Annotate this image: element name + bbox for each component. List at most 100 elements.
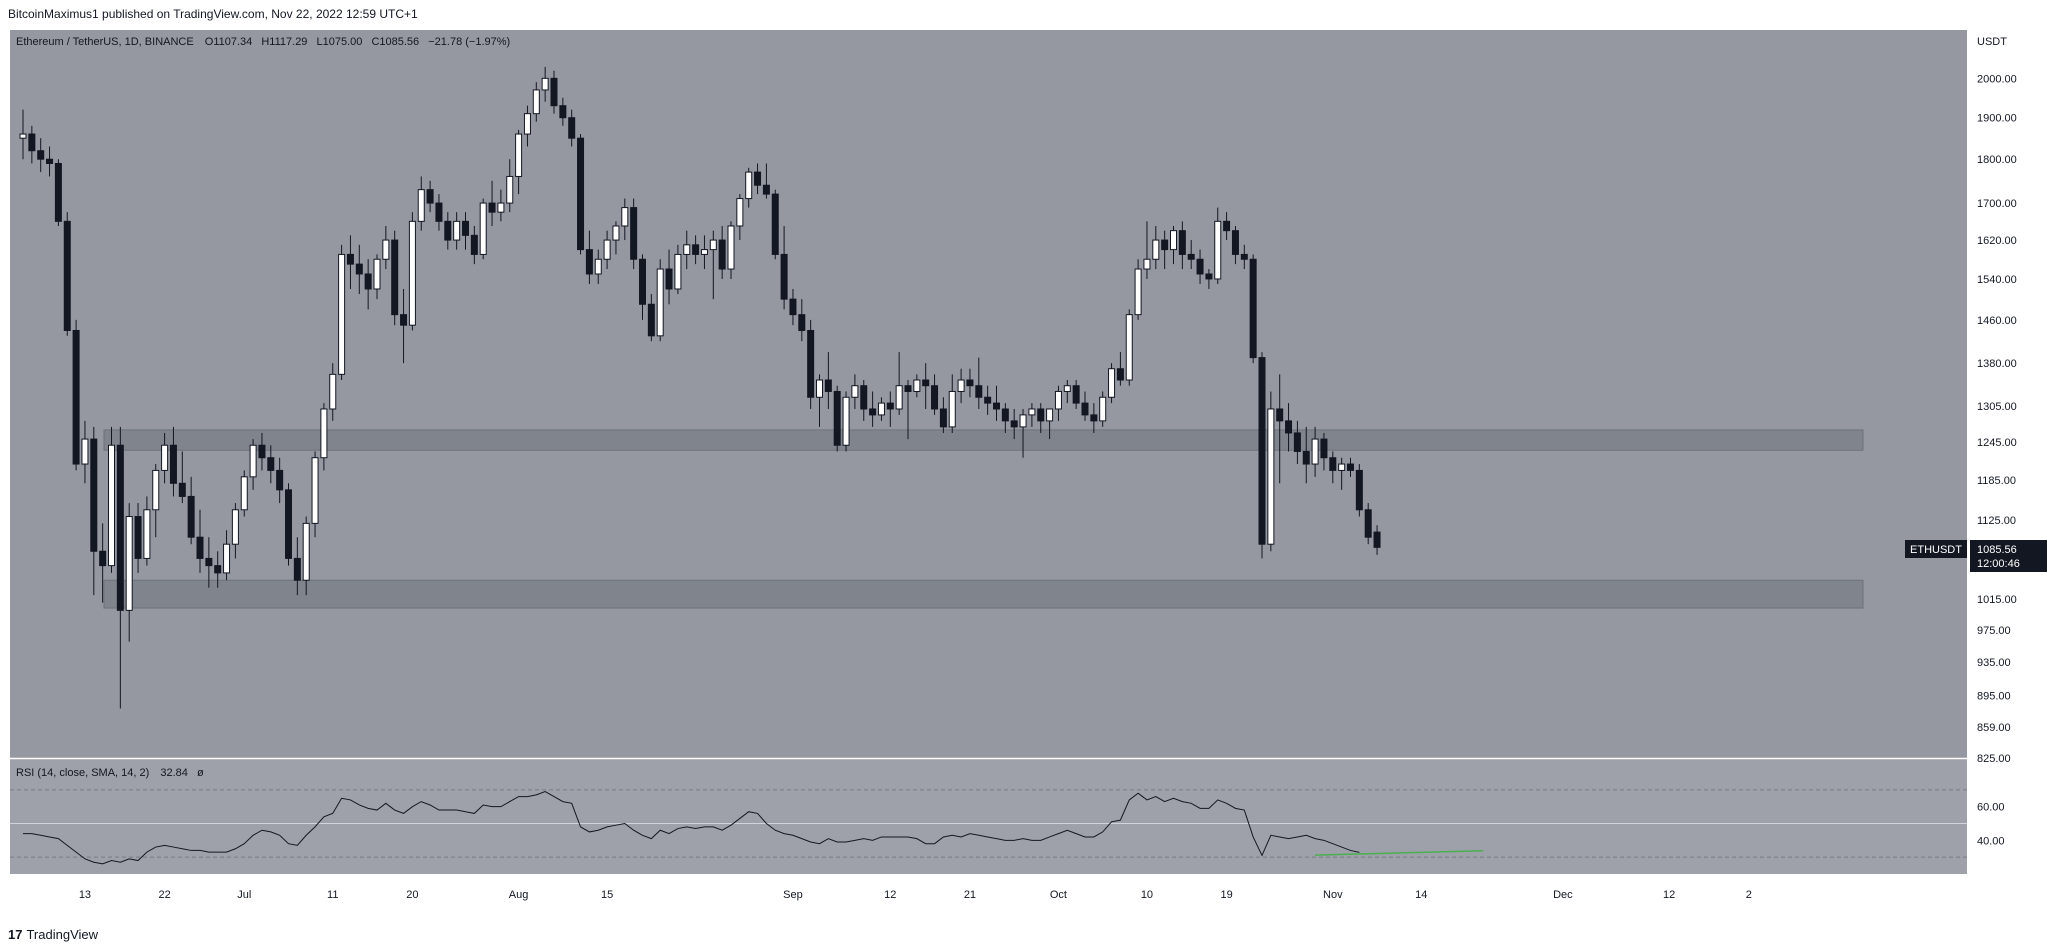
candle	[789, 288, 797, 326]
candle	[1347, 457, 1354, 477]
candle	[143, 496, 151, 566]
candlestick-series	[19, 66, 1381, 709]
candle	[196, 509, 204, 573]
candle	[665, 249, 673, 305]
tradingview-logo[interactable]: 17 TradingView	[8, 927, 98, 942]
price-tick-label: 825.00	[1977, 753, 2011, 765]
candle	[1249, 254, 1257, 364]
candle	[568, 109, 576, 147]
time-tick-label: 15	[601, 889, 613, 901]
candle	[240, 470, 248, 517]
candle	[727, 221, 735, 279]
candle	[1267, 391, 1275, 552]
candle	[435, 194, 443, 231]
candle	[957, 368, 965, 404]
candle	[1081, 391, 1089, 421]
candle	[169, 426, 177, 497]
candle	[302, 516, 310, 596]
candle	[90, 426, 98, 596]
candle	[1364, 503, 1372, 545]
ohlc-high-label: H	[261, 36, 269, 48]
ohlc-change: −21.78 (−1.97%)	[428, 36, 510, 48]
candle	[1028, 403, 1036, 427]
candle	[1196, 249, 1204, 284]
candle	[400, 288, 408, 364]
candle	[1010, 408, 1018, 440]
candle	[523, 105, 531, 147]
candle	[577, 134, 585, 255]
price-chart[interactable]: 2000.001900.001800.001700.001620.001540.…	[0, 30, 2047, 920]
time-axis-background	[10, 874, 1967, 920]
candle	[1240, 244, 1248, 270]
price-tick-label: 895.00	[1977, 690, 2011, 702]
ohlc-close-value: 1085.56	[379, 36, 419, 48]
candle	[1214, 207, 1222, 284]
candle	[187, 476, 195, 545]
candle	[904, 380, 912, 440]
candle	[426, 180, 434, 213]
price-tick-label: 1015.00	[1977, 594, 2017, 606]
candle	[1072, 380, 1080, 409]
candle	[656, 259, 664, 342]
candle	[1258, 352, 1266, 559]
candle	[497, 189, 505, 222]
candle	[1373, 525, 1381, 555]
candle	[1134, 259, 1142, 320]
candle	[541, 66, 549, 102]
candle	[1338, 457, 1346, 490]
candle	[1161, 230, 1169, 270]
time-axis: 13 22 Jul 11 20 Aug 15 Sep 12 21 Oct 10 19 Nov 14 Dec 12…	[79, 889, 1752, 901]
candle	[346, 235, 354, 289]
candle	[329, 363, 337, 421]
candle	[391, 230, 399, 326]
candle	[816, 374, 823, 427]
price-tick-label: 2000.00	[1977, 73, 2017, 85]
time-tick-label: 20	[406, 889, 418, 901]
time-tick-label: Sep	[783, 889, 803, 901]
candle	[621, 198, 629, 241]
price-tick-label: 1540.00	[1977, 274, 2017, 286]
candle	[1001, 403, 1009, 433]
price-tick-label: 1125.00	[1977, 515, 2016, 527]
ohlc-close-label: C	[371, 36, 379, 48]
price-tick-label: 1700.00	[1977, 198, 2017, 210]
time-tick-label: Aug	[509, 889, 529, 901]
candle	[754, 163, 762, 195]
candle	[1152, 225, 1160, 270]
candle	[1276, 374, 1284, 484]
footer-bar: 17 TradingView	[0, 920, 2047, 949]
svg-text:RSI (14, close, SMA, 14, 2): RSI (14, close, SMA, 14, 2) 32.84 ø	[16, 767, 204, 779]
candle	[1063, 380, 1071, 404]
candle	[1037, 403, 1045, 433]
tradingview-brand: TradingView	[26, 927, 99, 942]
candle	[37, 138, 45, 173]
svg-text:Ethereum / TetherUS, 1D, BINAN: Ethereum / TetherUS, 1D, BINANCE O1107.3…	[16, 36, 510, 48]
candle	[152, 464, 160, 538]
candle	[984, 385, 992, 415]
rsi-indicator	[10, 789, 1967, 865]
candle	[869, 391, 877, 427]
candle	[99, 523, 107, 603]
price-axis-currency: USDT	[1977, 36, 2007, 48]
candle	[462, 212, 469, 250]
time-tick-label: 12	[1663, 889, 1675, 901]
rsi-value: 32.84	[160, 767, 188, 779]
candle	[382, 225, 390, 270]
candle	[692, 235, 700, 265]
candle	[559, 97, 567, 126]
ohlc-open-value: 1107.34	[213, 36, 252, 48]
ohlc-low-value: 1075.00	[323, 36, 363, 48]
candle	[1125, 309, 1133, 386]
time-tick-label: 2	[1746, 889, 1752, 901]
candle	[506, 159, 514, 213]
price-tick-label: 1800.00	[1977, 154, 2017, 166]
candle	[1116, 352, 1124, 386]
price-tick-label: 1185.00	[1977, 475, 2016, 487]
rsi-label: RSI (14, close, SMA, 14, 2)	[16, 767, 149, 779]
candle	[1285, 403, 1293, 452]
candle	[895, 352, 903, 415]
candle	[798, 299, 806, 342]
candle	[718, 225, 726, 279]
candle	[780, 225, 788, 310]
candle	[1302, 426, 1310, 484]
